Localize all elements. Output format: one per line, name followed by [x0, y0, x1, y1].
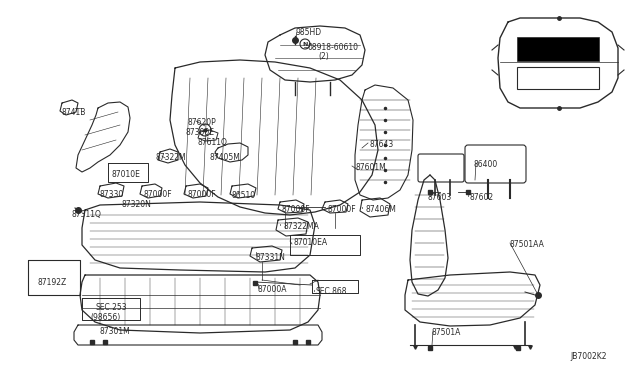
Text: 87311Q: 87311Q [72, 210, 102, 219]
Text: 87643: 87643 [370, 140, 394, 149]
Text: 87322MA: 87322MA [283, 222, 319, 231]
Text: 87000F: 87000F [143, 190, 172, 199]
Text: JB7002K2: JB7002K2 [570, 352, 607, 361]
Text: 8741B: 8741B [62, 108, 86, 117]
Text: 87000F: 87000F [328, 205, 356, 214]
Text: 87602: 87602 [470, 193, 494, 202]
Text: 87501AA: 87501AA [510, 240, 545, 249]
Text: 87620P: 87620P [188, 118, 217, 127]
Text: 86400: 86400 [473, 160, 497, 169]
Text: SEC.868: SEC.868 [315, 287, 346, 296]
Text: 87611Q: 87611Q [198, 138, 228, 147]
Text: 87000A: 87000A [258, 285, 287, 294]
Text: N: N [302, 42, 308, 46]
Text: 87300E: 87300E [185, 128, 214, 137]
FancyBboxPatch shape [517, 37, 599, 61]
Text: 87301M: 87301M [100, 327, 131, 336]
Text: 86510: 86510 [232, 191, 256, 200]
Text: 87601M: 87601M [355, 163, 386, 172]
Text: 87320N: 87320N [122, 200, 152, 209]
Text: 87330: 87330 [100, 190, 124, 199]
Text: 87405M: 87405M [210, 153, 241, 162]
Text: 87000F: 87000F [282, 205, 310, 214]
Text: 87010EA: 87010EA [293, 238, 327, 247]
Text: 08918-60610: 08918-60610 [308, 43, 359, 52]
Text: (2): (2) [318, 52, 329, 61]
FancyBboxPatch shape [517, 67, 599, 89]
Text: 87501A: 87501A [432, 328, 461, 337]
Text: 87322M: 87322M [155, 153, 186, 162]
Text: SEC.253: SEC.253 [95, 303, 127, 312]
Text: 87192Z: 87192Z [38, 278, 67, 287]
Text: 87331N: 87331N [255, 253, 285, 262]
Text: (98656): (98656) [90, 313, 120, 322]
Text: 87000F: 87000F [188, 190, 216, 199]
Text: 985HD: 985HD [295, 28, 321, 37]
Text: 87603: 87603 [428, 193, 452, 202]
Text: 87406M: 87406M [365, 205, 396, 214]
Text: 87010E: 87010E [112, 170, 141, 179]
